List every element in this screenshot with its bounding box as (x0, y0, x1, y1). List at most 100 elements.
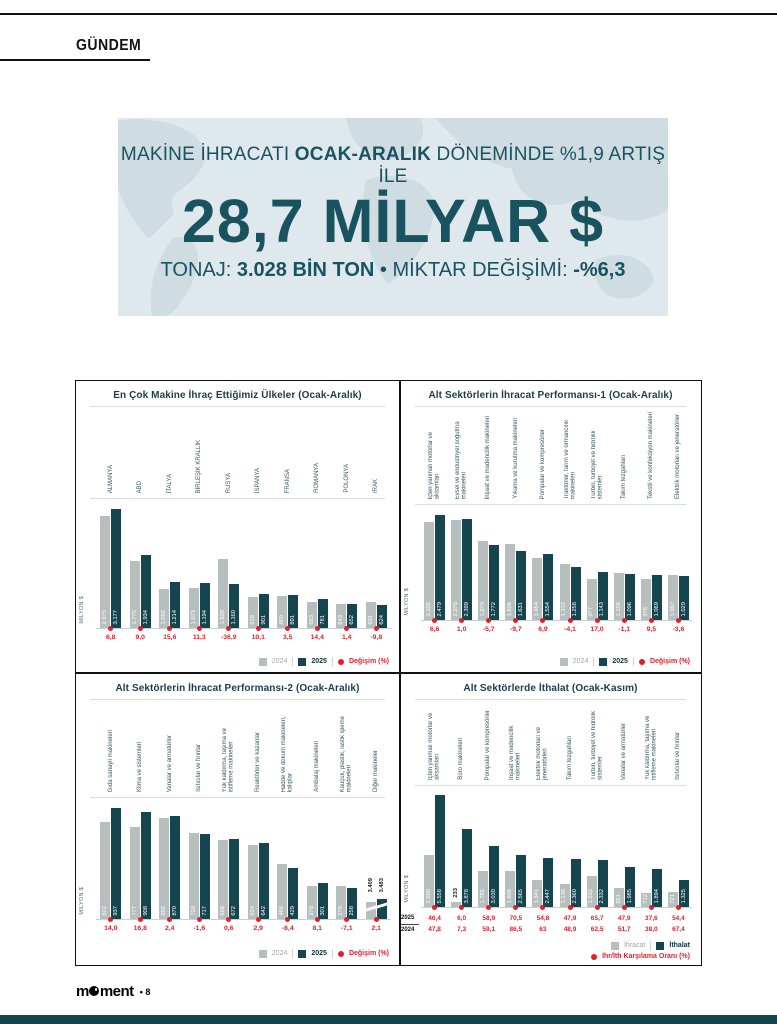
bar-series1: 1.108 (613, 573, 624, 620)
bar-series1: 1.073 (188, 588, 199, 628)
ratio-value: 47,8 (428, 926, 441, 933)
change-marker-dot (137, 626, 143, 631)
change-marker-dot (675, 905, 681, 910)
change-marker-dot (594, 618, 600, 623)
change-marker-dot (255, 626, 261, 631)
bar-series2: 652 (347, 604, 358, 628)
bar-series2: 1.160 (229, 584, 240, 628)
change-value: 10,1 (251, 634, 265, 641)
bar-series2: 624 (376, 605, 387, 628)
bar-series2: 1.894 (651, 869, 662, 907)
ratio-value: 58,9 (482, 915, 496, 922)
category-cell: Takım tezgahları (556, 700, 583, 780)
bar-group: 233 3.878 (448, 787, 475, 910)
bar-value-label: 2.580 (425, 889, 432, 904)
bar-group: 1.312 1.258 (556, 506, 583, 623)
bar-value-label: 1.325 (680, 889, 687, 904)
bar-value-label: 652 (349, 615, 356, 625)
category-label: Hadde ve döküm makineleri, kalıplar (281, 715, 294, 792)
category-cell: İnşaat ve madencilik makineleri (502, 700, 529, 780)
category-label: Isıtıcılar ve fırınlar (675, 732, 682, 780)
chart-title: En Çok Makine İhraç Ettiğimiz Ülkeler (O… (113, 390, 362, 401)
bar-value-label: 1.029 (680, 602, 687, 617)
bar-value-label: 1.067 (669, 602, 676, 617)
category-labels-row: İçten yanmalı motorlar ve aksamları Evsel… (421, 407, 692, 499)
legend-separator (632, 657, 634, 666)
category-cell: Yük kaldırma, taşıma ve istifleme makine… (638, 700, 665, 780)
category-cell: İTALYA (155, 407, 185, 493)
legend-change-dot-icon (337, 950, 344, 957)
category-label: Reaktörler ve kazanlar (255, 731, 261, 792)
bar-value-label: 1.554 (545, 602, 552, 617)
change-marker-dot (137, 917, 143, 922)
bar-series2: 2.479 (435, 515, 446, 620)
bar-group: 977 1.143 (584, 506, 611, 623)
change-value: 14,0 (104, 925, 118, 932)
category-label: Pompalar ve kompresörler (485, 709, 492, 780)
ratio-value: 65,7 (590, 915, 604, 922)
category-cell: Türbin, turbojet ve hidrolik sistemler (584, 700, 611, 780)
change-marker-dot (314, 626, 320, 631)
change-marker-dot (540, 905, 546, 910)
bar-series1: 860 (277, 596, 288, 628)
category-cell: Yıkama ve kurutma makineleri (502, 407, 529, 499)
legend-series-row: İhracat İthalat (591, 941, 690, 950)
change-marker-dot (648, 618, 654, 623)
legend-separator (292, 657, 294, 666)
bar-series1: 2.326 (424, 522, 435, 620)
legend-label-2025: 2025 (311, 658, 327, 665)
bar-value-label: 233 (452, 888, 459, 898)
bar-value-label: 1.985 (626, 889, 633, 904)
chart-title: Alt Sektörlerde İthalat (Ocak-Kasım) (463, 683, 638, 694)
bar-series1: 2.580 (424, 855, 435, 907)
bar-group: 668 672 (214, 799, 244, 922)
category-labels-row: Gıda sanayii makineleri Klima ve sistemle… (96, 700, 391, 792)
chart-rule (90, 498, 385, 499)
category-label: İSPANYA (255, 467, 261, 493)
category-label: Elektrik motorları ve jeneratörler (675, 413, 682, 499)
category-label: Yük kaldırma, taşıma ve istifleme makine… (222, 727, 235, 792)
change-marker-dot (285, 917, 291, 922)
category-label: ROMANYA (314, 463, 320, 493)
change-value: 1,4 (342, 634, 352, 641)
bar-value-label: 672 (231, 906, 238, 916)
bar-value-label: 822 (102, 906, 109, 916)
bar-series1: 1.312 (559, 564, 570, 620)
bar-series1: 1.775 (129, 561, 140, 628)
change-marker-dot (167, 626, 173, 631)
change-value: -4,1 (564, 626, 576, 633)
ratio-value: 54,8 (536, 915, 550, 922)
change-marker-dot (344, 626, 350, 631)
quantity-change-value: -%6,3 (573, 258, 626, 281)
bar-series2: 1.258 (570, 567, 581, 620)
bar-series2: 258 (347, 888, 358, 919)
bar-value-label: 3.030 (491, 889, 498, 904)
category-cell: Isıtıcılar ve fırınlar (185, 700, 215, 792)
bar-series2: 1.325 (678, 880, 689, 907)
bar-series1: 2.375 (451, 520, 462, 620)
bar-series2: 301 (317, 883, 328, 919)
change-value: 14,4 (310, 634, 324, 641)
chart-rule (90, 406, 385, 407)
category-labels-row: ALMANYA ABD İTALYA BİRLEŞİK KRALLIK RUSYA İSP… (96, 407, 391, 493)
chart-rule (415, 406, 686, 407)
bar-value-label: 668 (220, 906, 227, 916)
chart-rule (415, 699, 686, 700)
category-cell: BİRLEŞİK KRALLIK (185, 407, 215, 493)
legend-label-2024: 2024 (271, 950, 288, 957)
ratio-value: 54,4 (672, 915, 685, 922)
page-number-separator: • (139, 986, 143, 997)
bar-value-label: 429 (290, 906, 297, 916)
change-marker-dot (196, 917, 202, 922)
charts-grid: En Çok Makine İhraç Ettiğimiz Ülkeler (O… (75, 380, 702, 966)
bar-value-label: 1.631 (518, 602, 525, 617)
change-value: 3,5 (283, 634, 293, 641)
bar-series1: 1.879 (478, 541, 489, 620)
category-cell: Büro makineleri (448, 700, 475, 780)
bar-series2: 1.554 (543, 554, 554, 620)
change-marker-dot (373, 626, 379, 631)
bar-series2: 1.214 (170, 582, 181, 628)
category-label: İçten yanmalı motorlar ve aksamları (428, 712, 441, 780)
change-value: -1,1 (618, 626, 631, 633)
change-marker-dot (567, 618, 573, 623)
